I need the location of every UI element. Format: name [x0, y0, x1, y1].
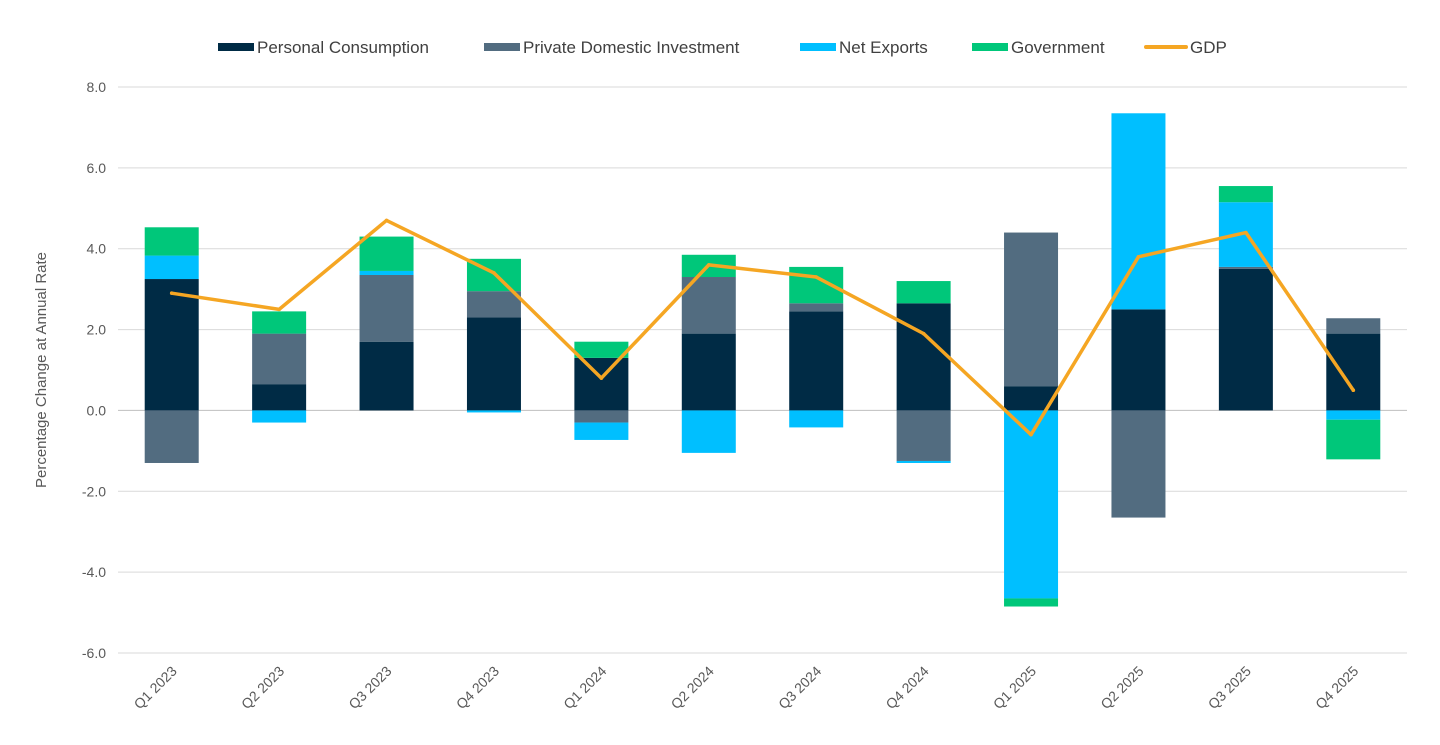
legend-item: Government — [972, 38, 1105, 57]
bar-private-domestic-investment — [574, 410, 629, 423]
bar-net-exports — [466, 410, 521, 413]
x-tick-label: Q3 2024 — [775, 663, 824, 712]
bar-government — [144, 227, 199, 256]
y-tick-label: 4.0 — [87, 241, 107, 257]
x-tick-label: Q2 2023 — [238, 663, 287, 712]
legend-item: GDP — [1144, 38, 1227, 57]
legend-label: GDP — [1190, 38, 1227, 57]
bar-personal-consumption — [1326, 333, 1381, 411]
bar-private-domestic-investment — [1218, 266, 1273, 269]
legend-swatch — [972, 43, 1008, 51]
bar-personal-consumption — [789, 311, 844, 411]
gridlines — [118, 86, 1407, 654]
bar-private-domestic-investment — [252, 333, 307, 385]
gdp-point — [492, 271, 496, 275]
y-tick-label: 6.0 — [87, 160, 107, 176]
x-tick-label: Q4 2024 — [882, 663, 931, 712]
bar-government — [1004, 598, 1059, 607]
gdp-point — [384, 218, 389, 223]
bar-private-domestic-investment — [1111, 410, 1166, 518]
bar-personal-consumption — [466, 317, 521, 411]
x-tick-label: Q4 2025 — [1312, 663, 1361, 712]
gdp-point — [169, 291, 174, 295]
legend-label: Net Exports — [839, 38, 928, 57]
bar-government — [252, 311, 307, 334]
bar-net-exports — [896, 460, 951, 463]
bar-net-exports — [1326, 410, 1381, 420]
bar-net-exports — [144, 255, 199, 280]
legend-item: Personal Consumption — [218, 38, 429, 57]
bar-private-domestic-investment — [789, 303, 844, 312]
x-tick-label: Q4 2023 — [453, 663, 502, 712]
x-tick-label: Q1 2024 — [560, 663, 609, 712]
x-tick-label: Q2 2025 — [1097, 663, 1146, 712]
gdp-point — [1351, 388, 1356, 393]
x-tick-label: Q1 2023 — [131, 663, 180, 712]
bar-personal-consumption — [896, 303, 951, 411]
gdp-point — [1029, 432, 1033, 437]
bar-net-exports — [574, 422, 629, 440]
bar-private-domestic-investment — [1326, 318, 1381, 334]
x-tick-label: Q3 2025 — [1205, 663, 1254, 712]
gdp-point — [921, 331, 926, 336]
legend-swatch — [218, 43, 254, 51]
bar-private-domestic-investment — [681, 277, 736, 334]
gdp-point — [1244, 230, 1248, 235]
bar-net-exports — [789, 410, 844, 428]
gdp-point — [599, 376, 604, 380]
bar-net-exports — [681, 410, 736, 453]
bar-net-exports — [1111, 113, 1166, 310]
y-axis-title: Percentage Change at Annual Rate — [33, 252, 50, 488]
legend-label: Private Domestic Investment — [523, 38, 740, 57]
bars — [144, 113, 1381, 607]
gdp-point — [706, 263, 711, 267]
y-tick-label: 0.0 — [87, 402, 107, 418]
bar-personal-consumption — [359, 341, 414, 411]
x-tick-label: Q2 2024 — [668, 663, 717, 712]
bar-government — [359, 236, 414, 271]
legend-swatch — [484, 43, 520, 51]
bar-private-domestic-investment — [1004, 232, 1059, 387]
bar-private-domestic-investment — [466, 291, 521, 318]
bar-private-domestic-investment — [896, 410, 951, 461]
bar-government — [1326, 419, 1381, 460]
bar-personal-consumption — [1218, 268, 1273, 411]
legend: Personal Consumption Private Domestic Inv… — [218, 38, 1227, 57]
bar-personal-consumption — [1111, 309, 1166, 411]
legend-label: Personal Consumption — [257, 38, 429, 57]
y-tick-label: -6.0 — [82, 645, 106, 661]
bar-personal-consumption — [1004, 386, 1059, 411]
legend-item: Private Domestic Investment — [484, 38, 740, 57]
x-axis-ticks: Q1 2023 Q2 2023 Q3 2023 Q4 2023 Q1 2024 Q2 20… — [131, 663, 1362, 712]
bar-government — [574, 341, 629, 358]
bar-government — [1218, 186, 1273, 203]
legend-swatch — [800, 43, 836, 51]
bar-personal-consumption — [681, 333, 736, 411]
bar-private-domestic-investment — [144, 410, 199, 463]
gdp-line — [169, 218, 1356, 437]
bar-net-exports — [252, 410, 307, 423]
legend-label: Government — [1011, 38, 1105, 57]
bar-personal-consumption — [574, 357, 629, 411]
x-tick-label: Q3 2023 — [345, 663, 394, 712]
gdp-point — [1136, 254, 1141, 259]
bar-net-exports — [1004, 410, 1059, 599]
legend-item: Net Exports — [800, 38, 928, 57]
bar-government — [896, 281, 951, 304]
y-axis-ticks: 8.0 6.0 4.0 2.0 0.0 -2.0 -4.0 -6.0 — [82, 79, 106, 661]
bar-personal-consumption — [252, 384, 307, 411]
bar-personal-consumption — [144, 279, 199, 411]
bar-private-domestic-investment — [359, 274, 414, 342]
y-tick-label: -4.0 — [82, 564, 106, 580]
gdp-point — [814, 275, 819, 279]
bar-net-exports — [359, 270, 414, 275]
y-tick-label: -2.0 — [82, 483, 106, 499]
y-tick-label: 2.0 — [87, 322, 107, 338]
gdp-point — [277, 307, 281, 312]
gdp-line-layer — [169, 218, 1356, 437]
x-tick-label: Q1 2025 — [990, 663, 1039, 712]
y-tick-label: 8.0 — [87, 79, 107, 95]
